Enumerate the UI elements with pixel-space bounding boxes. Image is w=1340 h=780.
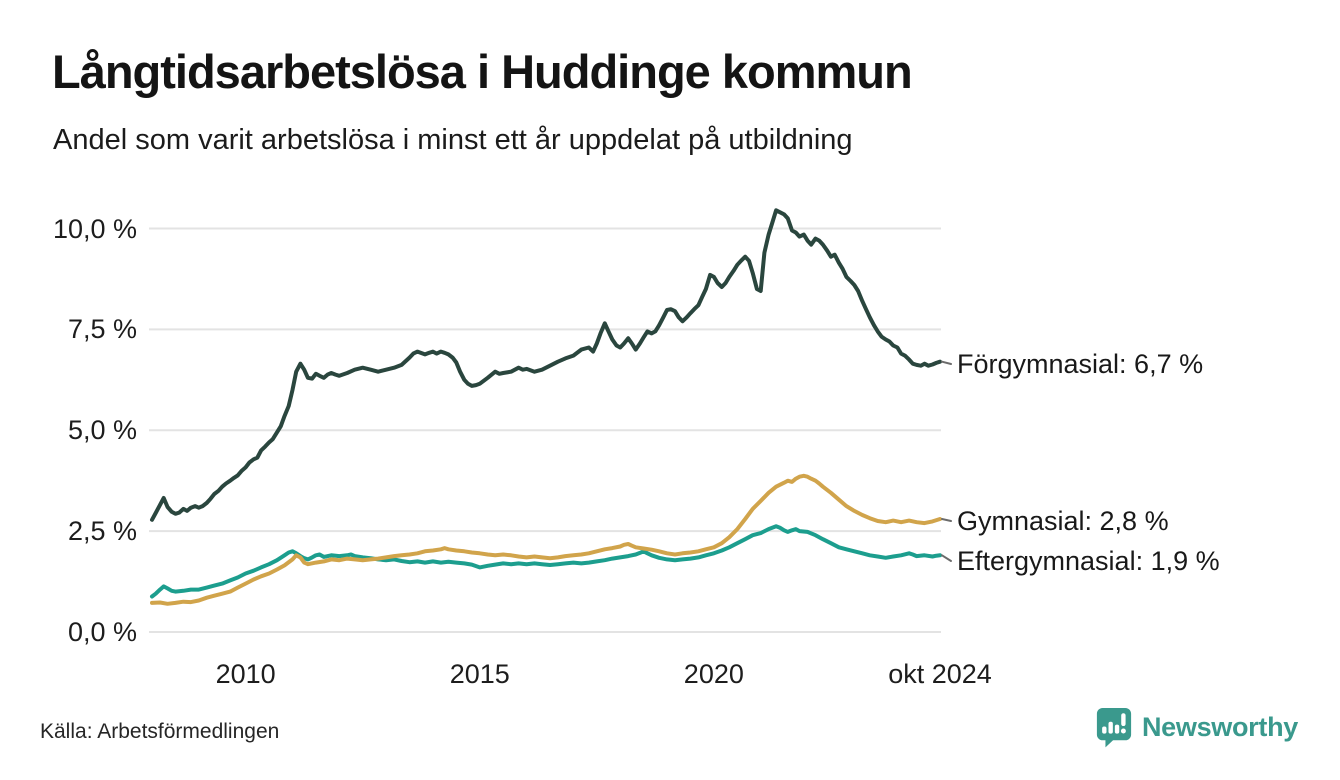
series-label-forgymnasial: Förgymnasial: 6,7 % — [957, 349, 1204, 379]
y-axis-tick-label: 5,0 % — [67, 415, 137, 446]
y-axis-tick-label: 0,0 % — [67, 617, 137, 647]
x-axis-tick-label: okt 2024 — [888, 659, 992, 689]
line-gymnasial — [150, 473, 942, 606]
series-label-eftergymnasial: Eftergymnasial: 1,9 % — [957, 546, 1220, 576]
y-axis-tick-label: 2,5 % — [67, 516, 137, 547]
newsworthy-wordmark: Newsworthy — [1141, 711, 1298, 742]
line-forgymnasial — [150, 208, 942, 522]
label-connector-forgymnasial — [941, 360, 952, 365]
x-axis-tick-label: 2010 — [215, 659, 276, 689]
newsworthy-logo: Newsworthy — [1095, 706, 1298, 748]
chart-title: Långtidsarbetslösa i Huddinge kommun — [52, 45, 913, 98]
x-axis-tick-label: 2015 — [449, 659, 510, 689]
newsworthy-bubble-chart-icon — [1095, 706, 1133, 748]
series-label-gymnasial: Gymnasial: 2,8 % — [957, 506, 1169, 536]
line-eftergymnasial — [150, 524, 942, 599]
chart-subtitle: Andel som varit arbetslösa i minst ett å… — [53, 124, 853, 156]
source-caption: Källa: Arbetsförmedlingen — [40, 720, 280, 743]
label-connector-gymnasial — [941, 518, 952, 522]
label-connector-eftergymnasial — [941, 554, 952, 562]
x-axis-tick-label: 2020 — [683, 659, 744, 689]
y-axis-tick-label: 10,0 % — [52, 213, 137, 244]
y-axis-tick-label: 7,5 % — [67, 314, 137, 345]
